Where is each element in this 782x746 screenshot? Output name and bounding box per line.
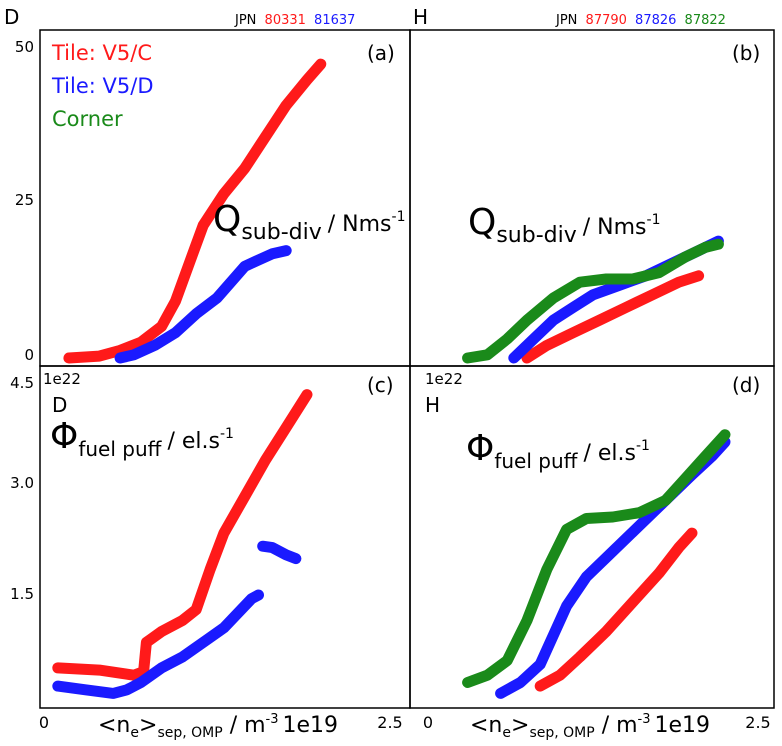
xtick-right-2-5: 2.5 — [745, 713, 770, 732]
shot-right-2: 87826 — [635, 13, 676, 28]
series-d-0 — [534, 527, 698, 692]
panel-letter-d: (d) — [732, 373, 760, 397]
phi-label-c: Φfuel puff / el.s-1 — [50, 416, 234, 461]
panel-c-plot — [52, 389, 313, 699]
panel-letter-c: (c) — [367, 373, 394, 397]
ytick-a-50: 50 — [15, 38, 34, 56]
phi-label-d-sup: -1 — [636, 438, 650, 454]
series-d-2 — [462, 429, 731, 688]
phi-label-d: Φfuel puff / el.s-1 — [466, 428, 650, 473]
q-label-b-unit: / Nms — [583, 215, 647, 240]
legend-corner: Corner — [52, 107, 123, 131]
q-label-a-sub: sub-div — [241, 220, 321, 245]
jpn-prefix-right: JPN — [555, 13, 577, 28]
phi-label-c-sub: fuel puff — [78, 437, 162, 461]
jpn-label-left: JPN 80331 81637 — [234, 13, 355, 28]
shot-right-1: 87790 — [586, 13, 627, 28]
shot-left-2: 81637 — [314, 13, 355, 28]
phi-label-d-main: Φ — [466, 428, 494, 469]
xaxis-left-main: <n — [98, 713, 130, 738]
legend-tile-v5d: Tile: V5/D — [51, 74, 154, 98]
xaxis-left-sub1: e — [130, 725, 139, 741]
series-c-1 — [52, 589, 264, 699]
ytick-c-1-5: 1.5 — [10, 585, 34, 603]
species-label-top-right: H — [413, 5, 428, 29]
phi-label-d-unit: / el.s — [583, 441, 636, 466]
panel-b-frame — [409, 29, 775, 367]
panel-letter-b: (b) — [732, 41, 760, 65]
series-a-1 — [114, 245, 292, 364]
series-c-2 — [257, 540, 302, 565]
exponent-phi-left: 1e22 — [43, 370, 81, 388]
jpn-label-right: JPN 87790 87826 87822 — [555, 13, 726, 28]
xaxis-right-unit: / m — [595, 713, 638, 738]
xaxis-left-sup: -3 — [266, 712, 279, 727]
phi-label-d-sub: fuel puff — [494, 449, 578, 473]
jpn-prefix-left: JPN — [234, 13, 256, 28]
xaxis-right-main: <n — [470, 713, 502, 738]
ytick-a-25: 25 — [15, 191, 34, 209]
q-label-b-sub: sub-div — [496, 223, 576, 248]
xaxis-right-sub1: e — [502, 725, 511, 741]
q-label-b-sup: -1 — [647, 212, 661, 228]
xaxis-right-exp: 1e19 — [655, 713, 711, 738]
phi-label-c-sup: -1 — [220, 426, 234, 442]
ytick-c-4-5: 4.5 — [10, 374, 34, 392]
xaxis-right-mid: > — [511, 713, 529, 738]
panel-d-plot — [462, 429, 731, 699]
q-label-a-main: Q — [213, 199, 241, 240]
phi-label-c-main: Φ — [50, 416, 78, 457]
shot-left-1: 80331 — [265, 13, 306, 28]
ytick-a-0: 0 — [24, 346, 34, 364]
series-c-0 — [52, 389, 313, 681]
panel-letter-a: (a) — [367, 41, 395, 65]
xaxis-left-exp: 1e19 — [283, 713, 339, 738]
ytick-c-3-0: 3.0 — [10, 474, 34, 492]
exponent-phi-right: 1e22 — [425, 370, 463, 388]
series-a-0 — [63, 58, 327, 364]
series-b-2 — [462, 238, 724, 364]
q-label-a-sup: -1 — [392, 209, 406, 225]
xtick-left-2-5: 2.5 — [377, 713, 402, 732]
xtick-left-0: 0 — [39, 713, 49, 732]
legend-tile-v5c: Tile: V5/C — [51, 41, 152, 65]
species-label-c: D — [52, 393, 67, 417]
q-label-b-main: Q — [468, 202, 496, 243]
shot-right-3: 87822 — [685, 13, 726, 28]
xaxis-left-sub2: sep, OMP — [157, 725, 222, 741]
xtick-right-0: 0 — [423, 713, 433, 732]
xaxis-left-mid: > — [139, 713, 157, 738]
xaxis-right-sub2: sep, OMP — [529, 725, 594, 741]
panel-d-frame — [409, 365, 775, 709]
xaxis-right-sup: -3 — [638, 712, 651, 727]
q-label-a: Qsub-div / Nms-1 — [213, 199, 405, 245]
species-label-top-left: D — [4, 5, 19, 29]
xaxis-label-left: <ne>sep, OMP / m-3 1e19 — [98, 712, 338, 741]
xaxis-label-right: <ne>sep, OMP / m-3 1e19 — [470, 712, 710, 741]
species-label-d: H — [425, 393, 440, 417]
series-b-0 — [521, 270, 705, 364]
q-label-b: Qsub-div / Nms-1 — [468, 202, 660, 248]
phi-label-c-unit: / el.s — [167, 429, 220, 454]
panel-b-plot — [462, 235, 724, 364]
xaxis-left-unit: / m — [223, 713, 266, 738]
panel-a-plot — [63, 58, 327, 364]
q-label-a-unit: / Nms — [328, 212, 392, 237]
